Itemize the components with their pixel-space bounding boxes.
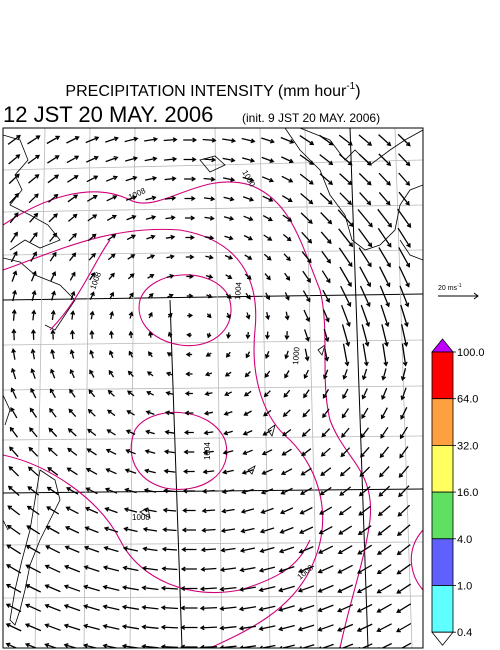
- vector-scale-superscript: -1: [457, 283, 462, 289]
- map: 1008 1008 1004 1004 1000 1000 1000 1008: [2, 127, 424, 649]
- contour-label: 1008: [127, 186, 147, 202]
- contour-label: 1000: [240, 169, 257, 189]
- init-time: (init. 9 JST 20 MAY. 2006): [242, 111, 380, 125]
- contour-label: 1000: [132, 513, 150, 522]
- map-frame: [2, 127, 424, 649]
- colorbar-label: 4.0: [457, 534, 472, 546]
- colorbar-label: 0.4: [457, 627, 472, 639]
- vector-scale-label: 20 ms-1: [438, 283, 462, 292]
- colorbar-label: 32.0: [457, 440, 478, 452]
- vector-scale: 20 ms-1: [438, 283, 479, 300]
- title-text: PRECIPITATION INTENSITY (mm hour: [65, 83, 347, 100]
- contour-label: 1004: [233, 281, 244, 300]
- colorbar-segment: [431, 538, 454, 586]
- colorbar-segment: [431, 398, 454, 446]
- colorbar-label: 1.0: [457, 581, 472, 593]
- contour-label: 1004: [203, 442, 212, 460]
- colorbar-over: [431, 338, 454, 353]
- colorbar-segment: [431, 351, 454, 400]
- vector-scale-arrow: [438, 292, 479, 300]
- colorbar-segment: [431, 585, 454, 633]
- wind-vectors: [5, 133, 412, 648]
- title-superscript: -1: [346, 81, 355, 92]
- title-close: ): [355, 83, 360, 100]
- valid-time: 12 JST 20 MAY. 2006: [3, 102, 213, 127]
- colorbar-segment: [431, 444, 454, 493]
- coastlines: [3, 128, 423, 626]
- colorbar-label: 100.0: [457, 347, 485, 359]
- colorbar-segment: [431, 491, 454, 540]
- colorbar-label: 64.0: [457, 394, 478, 406]
- contour-label: 1000: [291, 346, 302, 365]
- colorbar-under: [431, 631, 454, 646]
- colorbar: 100.0 64.0 32.0 16.0 4.0 1.0 0.4: [431, 338, 485, 646]
- vector-scale-text: 20 ms: [438, 285, 458, 292]
- wind-arrows: [5, 133, 412, 648]
- colorbar-label: 16.0: [457, 487, 478, 499]
- title: PRECIPITATION INTENSITY (mm hour-1): [65, 81, 360, 100]
